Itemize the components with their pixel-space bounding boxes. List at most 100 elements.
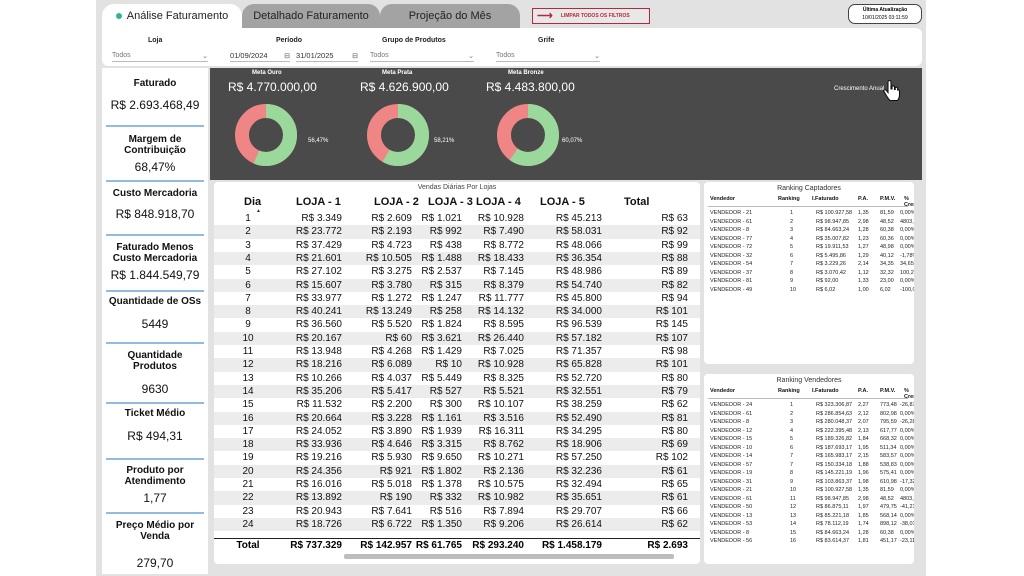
column-header-dia[interactable]: Dia (244, 196, 262, 208)
kpi-value: 279,70 (136, 556, 174, 570)
column-header-ranking[interactable]: Ranking (778, 196, 800, 202)
value-cell: R$ 58.031 (555, 226, 602, 238)
value-cell: R$ 82 (661, 279, 688, 291)
value-cell: R$ 26.440 (477, 332, 524, 344)
total-cell: R$ 737.329 (290, 540, 342, 551)
ranking-cell: R$ 100.927,58 (816, 210, 853, 216)
filter-periodo-end[interactable]: 31/01/2025 ⊟ (296, 50, 358, 62)
value-cell: R$ 3.275 (371, 266, 412, 278)
ranking-cell: R$ 85.221,18 (816, 512, 850, 519)
total-cell: R$ 2.693 (647, 540, 688, 551)
value-cell: R$ 99 (661, 239, 688, 251)
horizontal-scrollbar[interactable] (344, 554, 674, 559)
value-cell: R$ 315 (429, 279, 462, 291)
ranking-cell: 0,00% (900, 453, 914, 459)
daily-sales-header: Dia LOJA - 1 LOJA - 2 LOJA - 3 LOJA - 4 … (214, 194, 700, 214)
growth-label[interactable]: Crescimento Anual (834, 86, 885, 92)
ranking-row: VENDEDOR - 49 10 R$ 6,02 1,00 6,02 -100,00% (704, 286, 914, 295)
column-header-loja-4[interactable]: LOJA - 4 (476, 196, 521, 208)
ranking-cell: VENDEDOR - 81 (710, 278, 753, 284)
ranking-cell: VENDEDOR - 54 (710, 261, 753, 267)
value-cell: R$ 7.490 (483, 226, 524, 238)
ranking-cell: VENDEDOR - 8 (710, 419, 750, 425)
ranking-row: VENDEDOR - 32 6 R$ 5.495,86 1,29 40,12 -1,78% (704, 252, 914, 261)
ranking-cell: 2,07 (858, 419, 869, 425)
kpi-divider (106, 458, 204, 460)
ranking-row: VENDEDOR - 61 2 R$ 286.854,63 2,12 802,98 0,0… (704, 410, 914, 419)
column-header-faturado[interactable]: I.Faturado (812, 388, 839, 394)
filter-loja-select[interactable]: Todos ⌄ (112, 50, 208, 62)
ranking-captadores-title: Ranking Captadores (777, 185, 841, 192)
column-header-faturado[interactable]: I.Faturado (812, 196, 839, 202)
column-header-pa[interactable]: P.A. (858, 388, 868, 394)
kpi-label: Custo Mercadoria (112, 188, 198, 199)
ranking-cell: R$ 3.229,26 (816, 261, 846, 267)
ranking-cell: R$ 165.983,17 (816, 453, 853, 459)
filter-grife-select[interactable]: Todos ⌄ (496, 50, 600, 62)
column-header-ranking[interactable]: Ranking (778, 388, 800, 394)
value-cell: R$ 33.977 (295, 292, 342, 304)
tab-projecao-mes[interactable]: Projeção do Mês (380, 4, 520, 28)
ranking-row: VENDEDOR - 50 12 R$ 86.875,11 1,97 479,75 -41… (704, 503, 914, 512)
day-cell: 21 (242, 479, 254, 490)
value-cell: R$ 4.268 (371, 346, 412, 357)
day-cell: 20 (242, 465, 254, 477)
ranking-cell: R$ 187.693,17 (816, 444, 853, 451)
value-cell: R$ 258 (429, 306, 462, 318)
column-header-pmv[interactable]: P.M.V. (880, 196, 896, 202)
ranking-cell: 0,00% (900, 244, 914, 250)
ranking-cell: -26,28% (900, 419, 914, 425)
day-cell: 7 (245, 292, 251, 304)
value-cell: R$ 13.948 (295, 346, 342, 357)
column-header-pmv[interactable]: P.M.V. (880, 388, 896, 394)
ranking-cell: VENDEDOR - 14 (710, 453, 753, 459)
value-cell: R$ 35.206 (295, 385, 342, 397)
ranking-cell: 610,98 (880, 478, 897, 485)
kpi-value: R$ 848.918,70 (115, 207, 195, 221)
tab-analise-faturamento[interactable]: Análise Faturamento (102, 4, 242, 28)
ranking-cell: R$ 3.070,42 (816, 269, 846, 276)
clear-filters-label: LIMPAR TODOS OS FILTROS (560, 13, 630, 19)
column-header-crescimento[interactable]: % Crescimento (904, 388, 914, 400)
ranking-row: VENDEDOR - 10 6 R$ 187.693,17 1,95 511,34 0,0… (704, 444, 914, 453)
filter-grupo-select[interactable]: Todos ⌄ (370, 50, 474, 62)
value-cell: R$ 36.560 (295, 319, 342, 331)
day-cell: 5 (245, 266, 251, 278)
ranking-cell: VENDEDOR - 15 (710, 436, 753, 442)
kpi-value: 5449 (141, 317, 169, 331)
ranking-cell: 4803,20% (900, 218, 914, 225)
value-cell: R$ 34.295 (555, 425, 602, 437)
total-cell: R$ 1.458.179 (541, 540, 602, 551)
column-header-loja-3[interactable]: LOJA - 3 (428, 196, 473, 208)
value-cell: R$ 65 (661, 479, 688, 490)
value-cell: R$ 101 (655, 359, 688, 371)
ranking-cell: 2,12 (858, 410, 869, 417)
column-header-vendedor[interactable]: Vendedor (710, 388, 736, 394)
day-cell: 12 (242, 359, 254, 371)
value-cell: R$ 5.521 (483, 385, 524, 397)
value-cell: R$ 20.167 (295, 332, 342, 344)
value-cell: R$ 3.890 (371, 425, 412, 437)
column-header-loja-1[interactable]: LOJA - 1 (296, 196, 341, 208)
column-header-total[interactable]: Total (624, 196, 650, 208)
ranking-cell: 15 (790, 529, 797, 536)
column-header-pa[interactable]: P.A. (858, 196, 868, 202)
ranking-cell: 48,52 (880, 218, 894, 225)
value-cell: R$ 1.021 (421, 213, 462, 224)
column-header-loja-5[interactable]: LOJA - 5 (540, 196, 585, 208)
filter-periodo-start[interactable]: 01/09/2024 ⊟ (230, 50, 290, 62)
ranking-cell: 668,32 (880, 436, 897, 442)
column-header-vendedor[interactable]: Vendedor (710, 196, 736, 202)
ranking-cell: 9 (790, 478, 794, 485)
day-cell: 18 (242, 439, 254, 451)
clear-filters-button[interactable]: ⟶ LIMPAR TODOS OS FILTROS (532, 8, 650, 24)
tab-detalhado-faturamento[interactable]: Detalhado Faturamento (242, 4, 380, 28)
day-cell: 6 (245, 279, 251, 291)
column-header-crescimento[interactable]: % Crescimento (904, 196, 914, 208)
kpi-divider (106, 402, 204, 404)
ranking-cell: 81,59 (880, 210, 894, 216)
donut-achieved-arc (367, 104, 429, 166)
ranking-cell: R$ 222.395,48 (816, 427, 853, 434)
value-cell: R$ 7.145 (483, 266, 524, 278)
column-header-loja-2[interactable]: LOJA - 2 (374, 196, 419, 208)
